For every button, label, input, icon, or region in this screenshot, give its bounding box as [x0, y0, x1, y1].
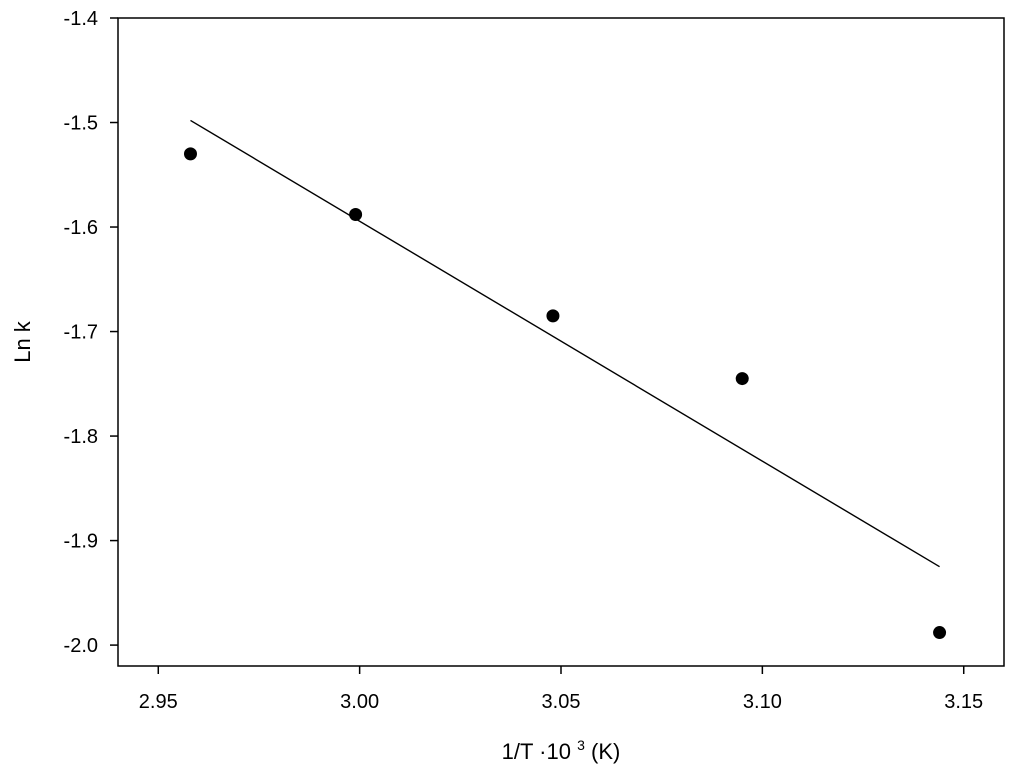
x-axis-title-base: 1/T ·10 — [502, 739, 571, 764]
x-axis-title-unit: (K) — [591, 739, 620, 764]
plot-frame — [117, 17, 1005, 667]
y-axis-title: Ln k — [10, 320, 35, 363]
x-axis-ticks: 2.95 3.00 3.05 3.10 3.15 — [139, 666, 983, 713]
x-tick-label: 3.05 — [542, 691, 581, 713]
y-axis-ticks: -1.4 -1.5 -1.6 -1.7 -1.8 -1.9 -2.0 — [64, 8, 118, 657]
y-tick-label: -1.4 — [64, 8, 98, 30]
y-tick-label: -1.6 — [64, 217, 98, 239]
x-axis-title-superscript: 3 — [577, 737, 585, 753]
data-point — [735, 372, 749, 386]
x-tick-label: 3.00 — [340, 691, 379, 713]
x-tick-label: 3.15 — [944, 691, 983, 713]
x-axis-title: 1/T ·10 3 (K) — [502, 730, 621, 764]
regression-line — [190, 119, 940, 568]
data-point — [183, 147, 197, 161]
y-tick-label: -1.7 — [64, 322, 98, 344]
y-tick-label: -2.0 — [64, 635, 98, 657]
y-tick-label: -1.8 — [64, 426, 98, 448]
x-tick-label: 3.10 — [743, 691, 782, 713]
data-point — [546, 309, 560, 323]
series-layer — [183, 119, 947, 640]
y-tick-label: -1.5 — [64, 113, 98, 135]
x-tick-label: 2.95 — [139, 691, 178, 713]
data-point — [933, 626, 947, 640]
y-tick-label: -1.9 — [64, 531, 98, 553]
data-point — [349, 207, 363, 221]
